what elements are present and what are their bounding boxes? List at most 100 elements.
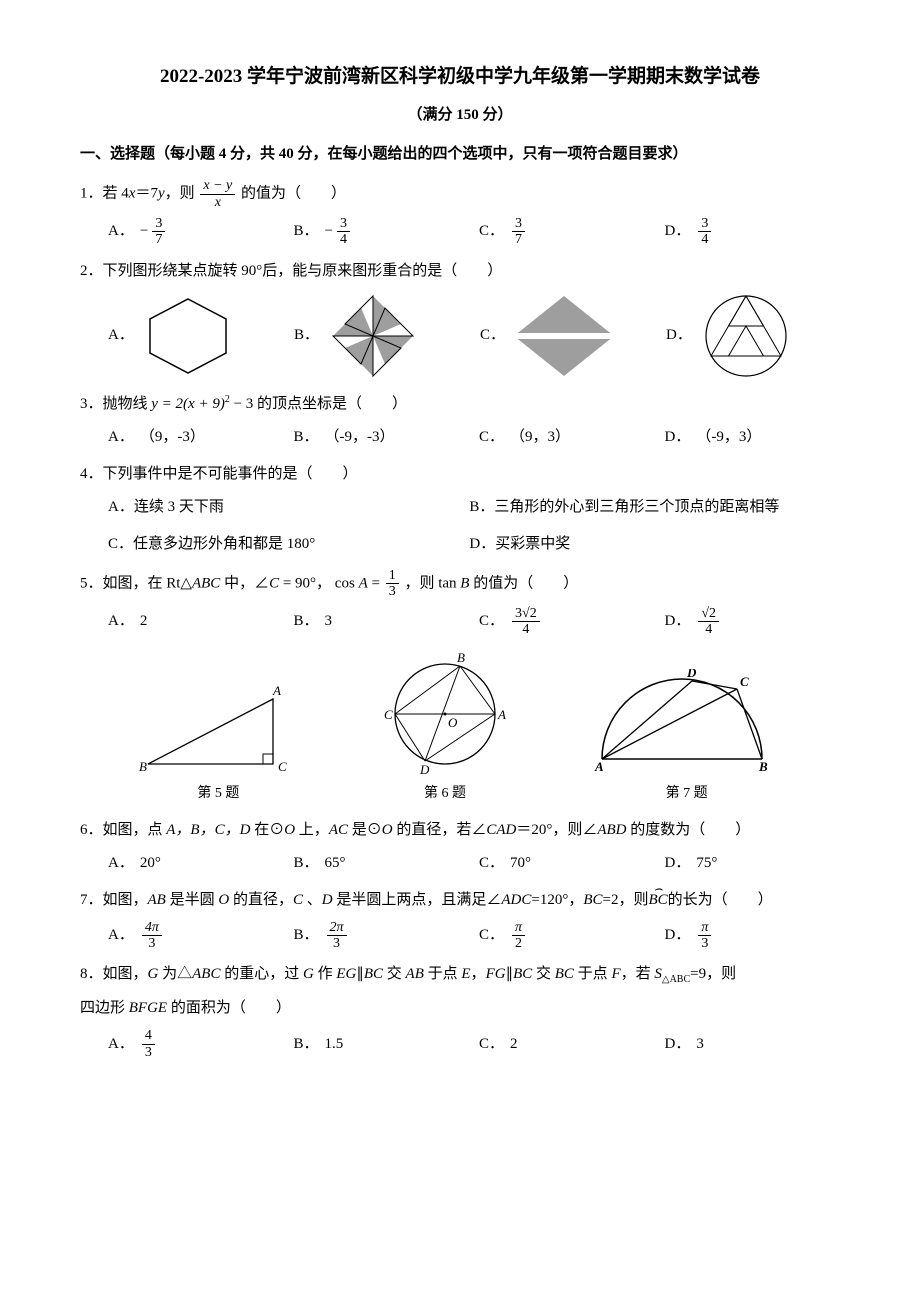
opt-label-d: D． — [665, 218, 691, 245]
q7d-d: 3 — [698, 936, 711, 951]
q6d-val: 75° — [696, 850, 717, 877]
q5-options: A．2 B．3 C．3√24 D．√24 — [80, 606, 840, 638]
q5c-lab: C． — [479, 608, 504, 635]
q1-option-d: D． 34 — [665, 216, 841, 248]
q2-option-a: A． — [108, 291, 282, 381]
q1c-num: 3 — [512, 216, 525, 232]
q6-option-c: C．70° — [479, 850, 655, 877]
q8-e: E — [461, 966, 470, 982]
q6-option-a: A． 20° — [108, 850, 284, 877]
q7c-d: 2 — [512, 936, 525, 951]
q6-option-d: D．75° — [665, 850, 841, 877]
svg-text:B: B — [139, 759, 147, 774]
q1-post1: ，则 — [165, 186, 195, 202]
q8-option-b: B． 1.5 — [294, 1028, 470, 1060]
q4-option-c: C．任意多边形外角和都是 180° — [108, 531, 459, 558]
q5-abc: ABC — [192, 575, 220, 591]
q6-tail: 的度数为（ ） — [627, 822, 751, 838]
q8-m6: 于点 — [424, 966, 462, 982]
svg-text:A: A — [594, 759, 604, 774]
q8-m7: ， — [471, 966, 486, 982]
q8-m1: 为△ — [158, 966, 192, 982]
q2-text: 2．下列图形绕某点旋转 90°后，能与原来图形重合的是（ ） — [80, 258, 840, 285]
q6c-val: 70° — [510, 850, 531, 877]
q5-option-c: C．3√24 — [479, 606, 655, 638]
circle-inscribed-icon: B A C D O — [370, 649, 520, 779]
q7-text: 7．如图，AB 是半圆 O 的直径，C 、D 是半圆上两点，且满足∠ADC=12… — [80, 887, 840, 914]
q5-tail: 的值为（ ） — [469, 575, 578, 591]
q8-ab: AB — [406, 966, 424, 982]
section-1-heading: 一、选择题（每小题 4 分，共 40 分，在每小题给出的四个选项中，只有一项符合… — [80, 141, 840, 168]
q5b-lab: B． — [294, 608, 319, 635]
pinwheel-icon — [323, 291, 423, 381]
q2-option-d: D． — [666, 291, 840, 381]
q7-bc: BC — [583, 892, 602, 908]
q6-m3: 是⊙ — [348, 822, 382, 838]
q5-eq: = — [368, 575, 380, 591]
circle-triangles-icon — [696, 291, 796, 381]
q6b-lab: B． — [294, 850, 319, 877]
q7b-d: 3 — [330, 936, 343, 951]
q7d-n: π — [698, 920, 711, 936]
q4-options: A．连续 3 天下雨 B．三角形的外心到三角形三个顶点的距离相等 C．任意多边形… — [80, 494, 840, 558]
q7-adc: ADC — [501, 892, 531, 908]
q1a-num: 3 — [152, 216, 165, 232]
q3-option-a: A．（9，-3） — [108, 424, 284, 451]
q2-label-a: A． — [108, 322, 134, 349]
svg-text:C: C — [740, 674, 749, 689]
q8-m4: ∥ — [356, 966, 364, 982]
q5-m1: 中，∠ — [220, 575, 269, 591]
q8-abc: ABC — [192, 966, 220, 982]
question-2: 2．下列图形绕某点旋转 90°后，能与原来图形重合的是（ ） A． B． — [80, 258, 840, 381]
q3-option-b: B．（-9，-3） — [294, 424, 470, 451]
svg-text:C: C — [384, 707, 393, 722]
q1d-den: 4 — [698, 232, 711, 247]
q1-post2: 的值为（ ） — [241, 186, 346, 202]
q5d-lab: D． — [665, 608, 691, 635]
q8c-v: 2 — [510, 1031, 518, 1058]
svg-text:A: A — [497, 707, 506, 722]
q8-option-d: D．3 — [665, 1028, 841, 1060]
q3c-val: （9，3） — [510, 424, 570, 451]
q6a-val: 20° — [140, 850, 161, 877]
q1b-den: 4 — [337, 232, 350, 247]
q1-eq: ＝7 — [135, 186, 158, 202]
q1b-num: 3 — [337, 216, 350, 232]
question-6: 6．如图，点 A，B，C，D 在⊙O 上，AC 是⊙O 的直径，若∠CAD＝20… — [80, 817, 840, 877]
q1d-num: 3 — [698, 216, 711, 232]
q6-pts: A，B，C，D — [166, 822, 250, 838]
q8b-v: 1.5 — [325, 1031, 344, 1058]
q6a-lab: A． — [108, 850, 134, 877]
q6d-lab: D． — [665, 850, 691, 877]
q1a-den: 7 — [152, 232, 165, 247]
q6b-val: 65° — [325, 850, 346, 877]
q8-g: G — [148, 966, 159, 982]
q7-m1: 是半圆 — [166, 892, 219, 908]
q8-s: S — [654, 966, 662, 982]
semicircle-icon: A B C D — [587, 669, 787, 779]
q2-label-b: B． — [294, 322, 319, 349]
q6-ac: AC — [329, 822, 348, 838]
q6-abd: ABD — [597, 822, 626, 838]
rhombus-icon — [509, 291, 619, 381]
q5-m2: = 90°， cos — [279, 575, 358, 591]
opt-label-c: C． — [479, 218, 504, 245]
hexagon-icon — [138, 291, 238, 381]
q8-option-a: A．43 — [108, 1028, 284, 1060]
q8b-lab: B． — [294, 1031, 319, 1058]
q7-option-b: B．2π3 — [294, 920, 470, 952]
q8-m2: 的重心，过 — [220, 966, 303, 982]
q7a-n: 4π — [142, 920, 162, 936]
q7a-d: 3 — [145, 936, 158, 951]
q1-pre: 1．若 4 — [80, 186, 129, 202]
q1-option-a: A．−37 — [108, 216, 284, 248]
svg-text:O: O — [448, 715, 458, 730]
question-1: 1．若 4x＝7y，则 x − yx 的值为（ ） A．−37 B．−34 C．… — [80, 178, 840, 248]
q1-text: 1．若 4x＝7y，则 x − yx 的值为（ ） — [80, 178, 840, 210]
q8-l2b: 的面积为（ ） — [167, 1000, 291, 1016]
q3-pre: 3．抛物线 — [80, 396, 151, 412]
q3c-lab: C． — [479, 424, 504, 451]
svg-text:B: B — [457, 650, 465, 665]
q7-option-a: A．4π3 — [108, 920, 284, 952]
q5c-n: 3√2 — [512, 606, 540, 622]
